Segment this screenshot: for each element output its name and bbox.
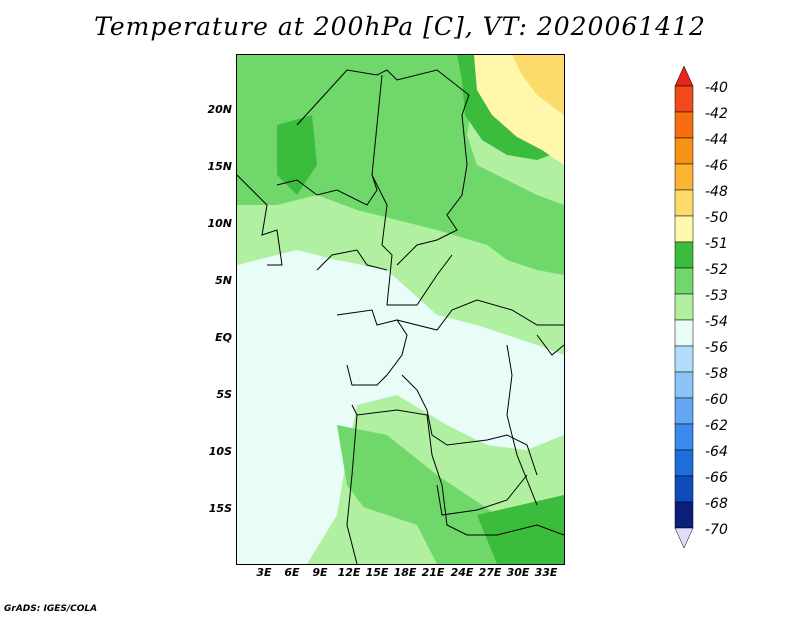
colorbar-cell — [674, 137, 694, 165]
colorbar-label: -70 — [705, 522, 728, 538]
colorbar-cell — [674, 475, 694, 503]
colorbar-cell — [674, 501, 694, 529]
x-tick-label: 15E — [365, 566, 389, 579]
colorbar-cell — [674, 449, 694, 477]
y-tick-label: EQ — [215, 331, 232, 344]
colorbar-cell — [674, 163, 694, 191]
x-tick-label: 33E — [534, 566, 558, 579]
x-tick-label: 27E — [478, 566, 502, 579]
region-minus54-56-west — [237, 355, 307, 535]
region-minus53-54-south — [357, 505, 437, 564]
colorbar-label: -64 — [705, 444, 728, 460]
colorbar-cell — [674, 293, 694, 321]
colorbar-label: -51 — [705, 236, 728, 252]
x-tick-label: 18E — [393, 566, 417, 579]
colorbar — [674, 65, 694, 549]
y-tick-label: 15N — [207, 160, 232, 173]
map-panel — [236, 54, 565, 565]
colorbar-label: -48 — [705, 184, 728, 200]
colorbar-cell — [674, 319, 694, 347]
temperature-map — [237, 55, 564, 564]
colorbar-label: -46 — [705, 158, 728, 174]
colorbar-label: -42 — [705, 106, 728, 122]
colorbar-cell — [674, 267, 694, 295]
colorbar-cell — [674, 111, 694, 139]
colorbar-cell — [674, 189, 694, 217]
y-tick-label: 5S — [216, 388, 232, 401]
x-tick-label: 6E — [284, 566, 300, 579]
colorbar-cell — [674, 423, 694, 451]
credit-text: GrADS: IGES/COLA — [4, 604, 98, 614]
colorbar-cell — [674, 241, 694, 269]
colorbar-cells — [674, 65, 694, 549]
colorbar-label: -56 — [705, 340, 728, 356]
colorbar-label: -58 — [705, 366, 728, 382]
x-tick-label: 9E — [312, 566, 328, 579]
map-title: Temperature at 200hPa [C], VT: 202006141… — [94, 12, 706, 41]
colorbar-label: -62 — [705, 418, 728, 434]
x-tick-label: 12E — [337, 566, 361, 579]
colorbar-bottom-triangle — [674, 527, 694, 549]
y-tick-label: 20N — [207, 103, 232, 116]
region-minus52-53-north — [237, 55, 564, 275]
colorbar-top-triangle — [674, 65, 694, 87]
region-minus51-52-west — [277, 115, 317, 195]
y-tick-label: 10N — [207, 217, 232, 230]
x-tick-label: 24E — [450, 566, 474, 579]
region-minus54-56 — [237, 250, 564, 564]
y-tick-label: 10S — [208, 445, 232, 458]
y-tick-label: 5N — [215, 274, 232, 287]
colorbar-label: -66 — [705, 470, 728, 486]
x-tick-label: 30E — [506, 566, 530, 579]
region-minus48-50 — [512, 55, 564, 115]
colorbar-label: -54 — [705, 314, 728, 330]
colorbar-label: -53 — [705, 288, 728, 304]
colorbar-label: -60 — [705, 392, 728, 408]
x-tick-label: 3E — [256, 566, 272, 579]
colorbar-label: -68 — [705, 496, 728, 512]
colorbar-cell — [674, 215, 694, 243]
colorbar-label: -50 — [705, 210, 728, 226]
colorbar-label: -44 — [705, 132, 728, 148]
x-tick-label: 21E — [421, 566, 445, 579]
country-borders — [237, 69, 564, 564]
y-tick-label: 15S — [208, 502, 232, 515]
colorbar-cell — [674, 397, 694, 425]
colorbar-cell — [674, 345, 694, 373]
colorbar-label: -52 — [705, 262, 728, 278]
colorbar-cell — [674, 371, 694, 399]
colorbar-cell — [674, 85, 694, 113]
colorbar-label: -40 — [705, 80, 728, 96]
